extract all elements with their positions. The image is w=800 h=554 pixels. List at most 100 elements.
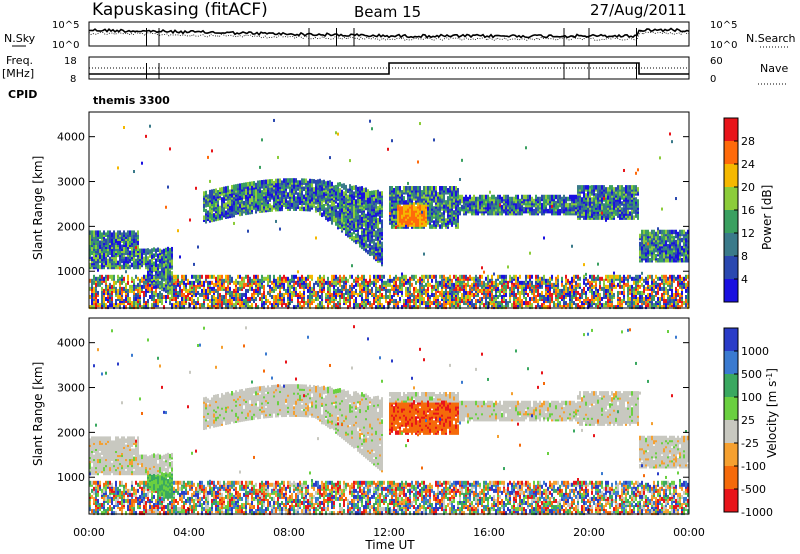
range-gate-cell (107, 305, 109, 310)
freq-rtick-top: 60 (710, 56, 723, 67)
range-gate-cell (517, 286, 519, 291)
range-gate-cell (359, 290, 361, 295)
range-gate-cell (215, 303, 217, 308)
range-gate-cell (363, 212, 365, 217)
range-gate-cell (339, 292, 341, 297)
range-gate-cell (177, 294, 179, 299)
range-gate-cell (499, 292, 501, 297)
range-gate-cell (367, 221, 369, 227)
range-gate-cell (329, 292, 331, 297)
range-gate-cell (419, 299, 421, 304)
range-gate-cell (503, 286, 505, 291)
range-gate-cell (241, 191, 243, 196)
range-gate-cell (157, 253, 159, 259)
range-gate-cell (363, 187, 365, 193)
range-gate-cell (445, 292, 447, 297)
range-gate-cell (223, 202, 225, 208)
range-gate-cell (217, 282, 219, 287)
range-gate-cell (257, 288, 259, 293)
range-gate-cell (295, 290, 297, 295)
range-gate-cell (481, 297, 483, 302)
range-gate-cell (101, 303, 103, 308)
range-gate-cell (289, 202, 291, 207)
range-gate-cell (121, 286, 123, 291)
range-gate-cell (505, 274, 507, 279)
range-gate-cell (499, 303, 501, 308)
range-gate-cell (439, 274, 441, 279)
range-gate-cell (245, 301, 247, 306)
range-gate-cell (267, 274, 269, 279)
range-gate-cell (137, 290, 139, 295)
range-gate-cell (263, 303, 265, 308)
range-gate-cell (93, 274, 95, 279)
range-gate-cell (169, 297, 171, 302)
range-gate-cell (245, 299, 247, 304)
range-gate-cell (471, 284, 473, 289)
range-gate-cell (499, 198, 501, 204)
range-gate-cell (205, 274, 207, 279)
range-gate-cell (229, 280, 231, 285)
range-gate-cell (93, 305, 95, 310)
range-gate-cell (487, 284, 489, 289)
range-gate-cell (109, 303, 111, 308)
range-gate-cell (371, 224, 373, 230)
range-gate-cell (365, 278, 367, 283)
range-gate-cell (447, 276, 449, 281)
range-gate-cell (337, 210, 339, 216)
range-gate-cell (209, 290, 211, 295)
range-gate-cell (463, 294, 465, 299)
range-gate-cell (343, 191, 345, 196)
range-gate-cell (207, 155, 209, 159)
range-gate-cell (185, 282, 187, 287)
range-gate-cell (203, 282, 205, 287)
range-gate-cell (509, 297, 511, 302)
range-gate-cell (319, 278, 321, 283)
range-gate-cell (199, 284, 201, 289)
range-gate-cell (237, 299, 239, 304)
range-gate-cell (221, 187, 223, 192)
range-gate-cell (177, 292, 179, 297)
range-gate-cell (525, 297, 527, 302)
range-gate-cell (135, 232, 137, 237)
range-gate-cell (305, 301, 307, 306)
range-gate-cell (317, 278, 319, 283)
range-gate-cell (527, 280, 529, 285)
range-gate-cell (489, 288, 491, 293)
range-gate-cell (519, 290, 521, 295)
range-gate-cell (457, 299, 459, 304)
range-gate-cell (317, 303, 319, 308)
range-gate-cell (455, 297, 457, 302)
range-gate-cell (135, 284, 137, 289)
range-gate-cell (367, 284, 369, 289)
range-gate-cell (133, 292, 135, 297)
range-gate-cell (381, 241, 383, 247)
range-gate-cell (135, 258, 137, 264)
range-gate-cell (273, 297, 275, 302)
range-gate-cell (315, 179, 317, 185)
range-gate-cell (91, 294, 93, 299)
range-gate-cell (349, 290, 351, 295)
range-gate-cell (429, 297, 431, 302)
range-gate-cell (345, 205, 347, 210)
range-gate-cell (441, 305, 443, 310)
range-gate-cell (535, 200, 537, 206)
range-gate-cell (507, 284, 509, 289)
range-gate-cell (363, 193, 365, 199)
range-gate-cell (107, 274, 109, 279)
range-gate-cell (543, 280, 545, 285)
range-gate-cell (361, 223, 363, 227)
range-gate-cell (453, 210, 455, 215)
range-gate-cell (309, 294, 311, 299)
range-gate-cell (447, 284, 449, 289)
range-gate-cell (407, 292, 409, 297)
range-gate-cell (125, 288, 127, 293)
range-gate-cell (513, 290, 515, 295)
range-gate-cell (409, 212, 411, 217)
range-gate-cell (273, 197, 275, 202)
range-gate-cell (443, 299, 445, 304)
range-gate-cell (501, 204, 503, 210)
range-gate-cell (273, 284, 275, 289)
range-gate-cell (241, 183, 243, 188)
range-gate-cell (215, 276, 217, 281)
